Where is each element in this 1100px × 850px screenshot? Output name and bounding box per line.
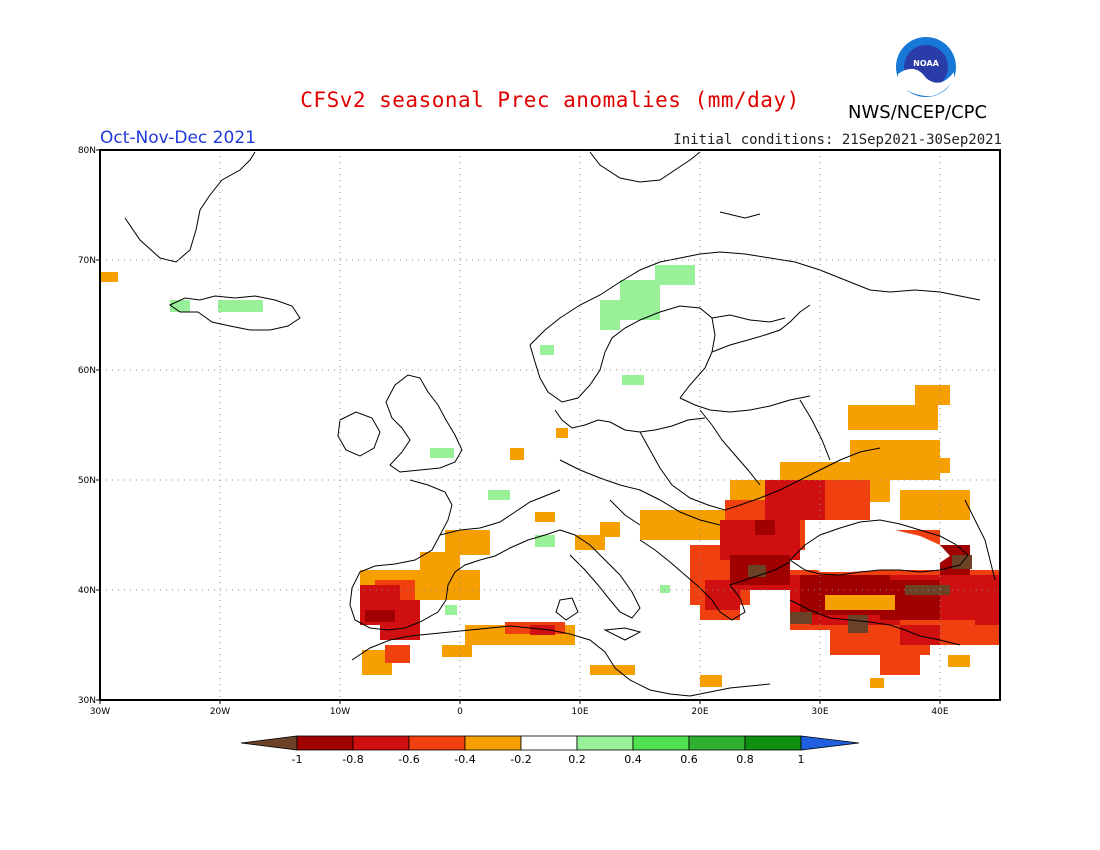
- anomaly-cell: [575, 535, 605, 550]
- anomaly-cell: [790, 612, 812, 624]
- color-legend: [240, 735, 860, 751]
- lat-tick: 60N: [78, 366, 96, 376]
- legend-label: 1: [798, 753, 805, 766]
- anomaly-cell: [430, 448, 454, 458]
- anomaly-cell: [700, 675, 722, 687]
- anomaly-cell: [100, 272, 118, 282]
- anomaly-cells: [100, 265, 1000, 688]
- lat-tick-labels: 80N 70N 60N 50N 40N 30N: [78, 146, 96, 706]
- lon-tick: 0: [457, 707, 463, 717]
- lon-tick: 10E: [571, 707, 588, 717]
- anomaly-cell: [530, 625, 555, 635]
- anomaly-cell: [590, 665, 635, 675]
- lat-tick: 80N: [78, 146, 96, 156]
- lon-tick: 40E: [931, 707, 948, 717]
- anomaly-cell: [655, 265, 695, 285]
- anomaly-cell: [488, 490, 510, 500]
- anomaly-cell: [748, 565, 766, 577]
- legend-label: -0.2: [510, 753, 531, 766]
- anomaly-cell: [975, 595, 1000, 625]
- anomaly-cell: [870, 678, 884, 688]
- anomaly-cell: [848, 405, 938, 430]
- anomaly-cell: [535, 512, 555, 522]
- legend-label: 0.8: [736, 753, 754, 766]
- anomaly-cell: [600, 300, 620, 330]
- anomaly-cell: [535, 535, 555, 547]
- lat-tick: 40N: [78, 586, 96, 596]
- legend-swatch: [408, 735, 466, 751]
- anomaly-cell: [442, 645, 472, 657]
- svg-text:NOAA: NOAA: [913, 59, 939, 68]
- anomaly-cell: [825, 595, 895, 610]
- legend-label: -1: [292, 753, 303, 766]
- map-frame: [99, 149, 1001, 701]
- anomaly-cell: [445, 530, 490, 555]
- legend-swatch: [464, 735, 522, 751]
- anomaly-cell: [420, 552, 460, 572]
- lon-tick: 20E: [691, 707, 708, 717]
- anomaly-cell: [620, 280, 660, 320]
- anomaly-cell: [540, 345, 554, 355]
- tick-marks: [96, 149, 941, 704]
- black-sea: [800, 528, 950, 572]
- legend-swatch: [520, 735, 578, 751]
- legend-swatch: [688, 735, 746, 751]
- lat-tick: 50N: [78, 476, 96, 486]
- lon-tick: 30W: [90, 707, 110, 717]
- anomaly-cell: [556, 428, 568, 438]
- anomaly-cell: [445, 605, 457, 615]
- lon-tick: 20W: [210, 707, 230, 717]
- legend-label: -0.6: [398, 753, 419, 766]
- coastlines: [124, 151, 996, 697]
- anomaly-cell: [660, 585, 670, 593]
- anomaly-cell: [905, 585, 950, 595]
- anomaly-cell: [900, 490, 970, 520]
- legend-swatch: [352, 735, 410, 751]
- anomaly-cell: [218, 300, 263, 312]
- anomaly-cell: [765, 480, 825, 520]
- legend-label: 0.4: [624, 753, 642, 766]
- anomaly-cell: [365, 610, 395, 622]
- legend-swatch: [296, 735, 354, 751]
- legend-label: 0.2: [568, 753, 586, 766]
- agency-label: NWS/NCEP/CPC: [848, 102, 988, 123]
- initial-conditions: Initial conditions: 21Sep2021-30Sep2021: [673, 132, 1002, 148]
- anomaly-cell: [948, 655, 970, 667]
- anomaly-cell: [385, 645, 410, 663]
- lon-tick-labels: 30W 20W 10W 0 10E 20E 30E 40E: [90, 707, 949, 717]
- grid-lines: [100, 150, 1000, 700]
- noaa-logo: NOAA: [896, 37, 956, 97]
- map-title: CFSv2 seasonal Prec anomalies (mm/day): [300, 88, 800, 112]
- lat-tick: 70N: [78, 256, 96, 266]
- anomaly-cell: [900, 625, 940, 645]
- legend-arrow-low: [240, 735, 298, 751]
- anomaly-cell: [622, 375, 644, 385]
- anomaly-cell: [880, 645, 920, 675]
- color-legend-labels: -1 -0.8 -0.6 -0.4 -0.2 0.2 0.4 0.6 0.8 1: [292, 753, 805, 766]
- anomaly-cell: [848, 615, 868, 633]
- legend-label: 0.6: [680, 753, 698, 766]
- anomaly-cell: [510, 448, 524, 460]
- forecast-period: Oct-Nov-Dec 2021: [100, 128, 256, 148]
- legend-swatch: [744, 735, 802, 751]
- anomaly-cell: [915, 385, 950, 405]
- lat-tick: 30N: [78, 696, 96, 706]
- legend-label: -0.8: [342, 753, 363, 766]
- legend-arrow-high: [800, 735, 860, 751]
- anomaly-cell: [600, 522, 620, 537]
- lon-tick: 30E: [811, 707, 828, 717]
- legend-label: -0.4: [454, 753, 475, 766]
- legend-swatch: [632, 735, 690, 751]
- legend-swatch: [576, 735, 634, 751]
- anomaly-cell: [940, 458, 950, 473]
- anomaly-cell: [170, 300, 190, 312]
- lon-tick: 10W: [330, 707, 350, 717]
- anomaly-cell: [755, 520, 775, 535]
